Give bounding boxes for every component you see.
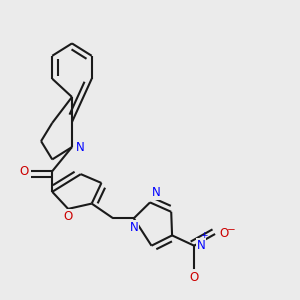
Text: O: O bbox=[19, 165, 28, 178]
Text: O: O bbox=[190, 271, 199, 284]
Text: N: N bbox=[129, 221, 138, 234]
Text: −: − bbox=[226, 225, 235, 235]
Text: N: N bbox=[152, 187, 161, 200]
Text: N: N bbox=[196, 239, 205, 252]
Text: N: N bbox=[76, 141, 84, 154]
Text: O: O bbox=[64, 210, 73, 224]
Text: +: + bbox=[200, 231, 208, 240]
Text: O: O bbox=[220, 227, 229, 240]
